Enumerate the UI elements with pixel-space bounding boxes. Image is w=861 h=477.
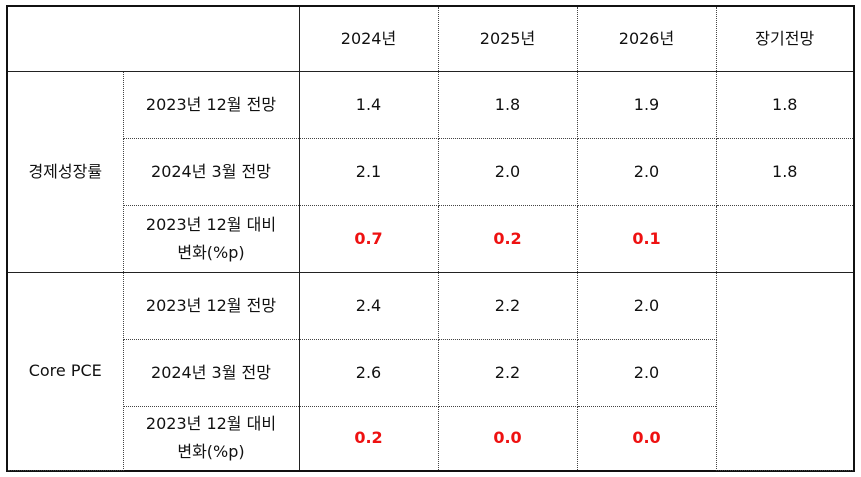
long-term-value-cell [715,204,853,273]
forecast-table: 2024년 2025년 2026년 장기전망 경제성장률 2023년 12월 전… [8,7,853,471]
table-row: 2024년 3월 전망 2.6 2.2 2.0 [8,338,853,407]
row-label: 2024년 3월 전망 [122,137,300,206]
change-value-cell: 0.0 [437,405,578,470]
header-row: 2024년 2025년 2026년 장기전망 [8,7,853,72]
value-cell: 2.0 [576,338,717,407]
header-year-2024: 2024년 [298,7,439,72]
table-row: 2023년 12월 대비 변화(%p) 0.2 0.0 0.0 [8,405,853,470]
change-label-line1: 2023년 12월 대비 [145,214,277,234]
value-cell: 1.8 [437,70,578,139]
group-label-core-pce: Core PCE [8,271,124,471]
table-row: 경제성장률 2023년 12월 전망 1.4 1.8 1.9 1.8 [8,70,853,273]
value-cell: 1.4 [298,70,439,139]
change-value-cell: 0.0 [576,405,717,470]
value-cell: 2.0 [576,271,717,340]
table-row: Core PCE 2023년 12월 전망 2.4 2.2 2.0 [8,271,853,471]
change-value-cell: 0.2 [437,204,578,273]
value-cell: 2.6 [298,338,439,407]
group-label-gdp-growth: 경제성장률 [8,70,124,273]
change-value-cell: 0.7 [298,204,439,273]
value-cell: 2.4 [298,271,439,340]
row-label: 2024년 3월 전망 [122,338,300,407]
value-cell: 2.2 [437,271,578,340]
header-year-2026: 2026년 [576,7,717,72]
table-row: 2024년 3월 전망 2.1 2.0 2.0 1.8 [8,137,853,206]
value-cell: 1.9 [576,70,717,139]
header-empty-cell [8,7,300,72]
change-label-line2: 변화(%p) [177,242,245,262]
change-label-line1: 2023년 12월 대비 [145,414,277,434]
row-label: 2023년 12월 전망 [122,271,300,340]
change-value-cell: 0.2 [298,405,439,470]
header-year-2025: 2025년 [437,7,578,72]
forecast-table-frame: 2024년 2025년 2026년 장기전망 경제성장률 2023년 12월 전… [6,5,855,472]
header-long-term: 장기전망 [715,7,853,72]
value-cell: 2.0 [437,137,578,206]
row-label: 2023년 12월 전망 [122,70,300,139]
value-cell: 2.1 [298,137,439,206]
long-term-value-cell: 1.8 [715,70,853,139]
change-label: 2023년 12월 대비 변화(%p) [146,410,276,466]
long-term-value-cell [715,271,853,471]
row-label-change: 2023년 12월 대비 변화(%p) [122,405,300,470]
table-row: 2023년 12월 대비 변화(%p) 0.7 0.2 0.1 [8,204,853,273]
long-term-value-cell: 1.8 [715,137,853,206]
change-value-cell: 0.1 [576,204,717,273]
change-label-line2: 변화(%p) [177,442,245,462]
value-cell: 2.0 [576,137,717,206]
value-cell: 2.2 [437,338,578,407]
change-label: 2023년 12월 대비 변화(%p) [146,211,276,267]
row-label-change: 2023년 12월 대비 변화(%p) [122,204,300,273]
